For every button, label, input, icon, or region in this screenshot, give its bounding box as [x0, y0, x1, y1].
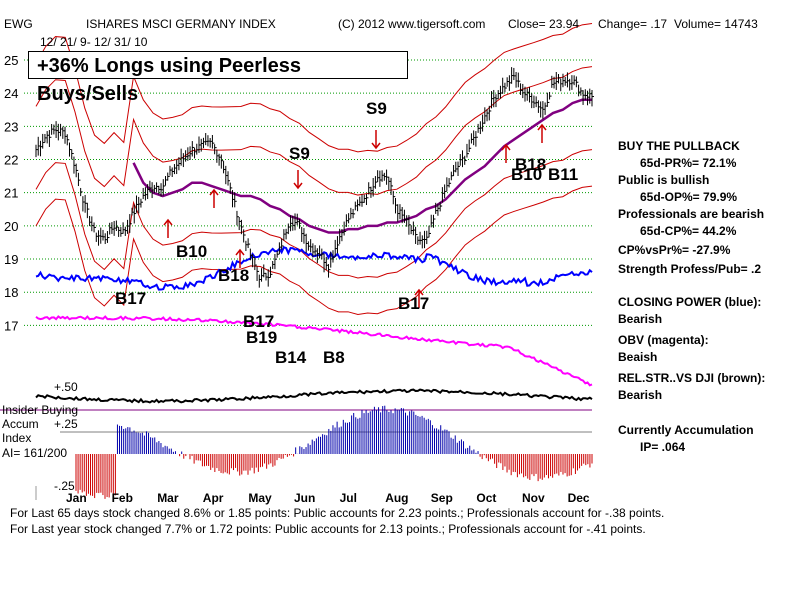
- panel-line: IP= .064: [640, 440, 686, 454]
- x-tick-label: Nov: [522, 491, 545, 505]
- x-tick-label: Jan: [66, 491, 87, 505]
- panel-line: REL.STR..VS DJI (brown):: [618, 371, 766, 385]
- insider-buying-label: Insider Buying: [2, 403, 79, 417]
- panel-line: 65d-OP%= 79.9%: [640, 190, 738, 204]
- ticker-symbol: EWG: [4, 17, 33, 31]
- y-tick-label: 23: [4, 119, 18, 134]
- panel-line: Beaish: [618, 350, 658, 364]
- signal-label: B17: [398, 294, 430, 313]
- signal-label: B18: [515, 155, 547, 174]
- band-line: [35, 149, 593, 279]
- signal-label: B17: [115, 289, 147, 308]
- band-line: [35, 66, 593, 196]
- ai-value: AI= 161/200: [2, 446, 68, 460]
- closing-power: [35, 246, 593, 291]
- volume-value: Volume= 14743: [674, 17, 758, 31]
- signal-label: B19: [246, 328, 278, 347]
- arrow-head: [537, 123, 547, 131]
- panel-line: Professionals are bearish: [618, 207, 765, 221]
- arrow-head: [163, 218, 173, 226]
- x-tick-label: Oct: [476, 491, 496, 505]
- arrow-head: [235, 248, 245, 256]
- obv-line: [35, 315, 593, 387]
- copyright: (C) 2012 www.tigersoft.com: [338, 17, 486, 31]
- accumulation-panel: [0, 388, 593, 499]
- panel-line: Bearish: [618, 312, 663, 326]
- signal-label: B17: [243, 312, 275, 331]
- index-label: Index: [2, 431, 32, 445]
- performance-banner: +36% Longs using Peerless Buys/Sells: [28, 51, 408, 105]
- y-tick-label: 18: [4, 285, 18, 300]
- signal-label: S9: [366, 99, 387, 118]
- panel-line: 65d-CP%= 44.2%: [640, 224, 737, 238]
- analysis-panel: BUY THE PULLBACK 65d-PR%= 72.1% Public i…: [618, 138, 765, 456]
- panel-line: CP%vsPr%= -27.9%: [618, 243, 731, 257]
- signal-label: S9: [289, 144, 310, 163]
- x-tick-label: Sep: [431, 491, 453, 505]
- ma-line: [132, 98, 592, 234]
- y-tick-label: 19: [4, 252, 18, 267]
- accum-label: Accum: [2, 417, 39, 431]
- date-range: 12/ 21/ 9- 12/ 31/ 10: [40, 35, 148, 49]
- signal-label: B10: [176, 242, 208, 261]
- accum-tick-plus25: +.25: [54, 417, 78, 431]
- y-tick-label: 21: [4, 186, 18, 201]
- x-tick-label: Apr: [203, 491, 224, 505]
- moving-average-line: [132, 98, 592, 234]
- price-bars: [35, 67, 594, 288]
- signal-label: B11: [548, 165, 579, 184]
- accum-tick-plus50: +.50: [54, 380, 78, 394]
- obv: [35, 315, 593, 387]
- y-axis: 17 18 19 20 21 22 23 24 25: [4, 53, 18, 333]
- trading-bands: [35, 23, 593, 316]
- y-tick-label: 20: [4, 219, 18, 234]
- rel-strength: [35, 388, 593, 404]
- band-line: [35, 185, 593, 316]
- arrow-head: [209, 188, 219, 196]
- x-tick-label: Jul: [340, 491, 357, 505]
- panel-line: CLOSING POWER (blue):: [618, 295, 762, 309]
- signal-arrows: [163, 123, 547, 308]
- signal-label: B18: [218, 266, 250, 285]
- panel-line: 65d-PR%= 72.1%: [640, 156, 737, 170]
- panel-line: BUY THE PULLBACK: [618, 139, 740, 153]
- y-tick-label: 17: [4, 318, 18, 333]
- panel-line: Strength Profess/Pub= .2: [618, 262, 762, 276]
- signal-label: B10: [511, 165, 543, 184]
- arrow-head: [371, 142, 381, 150]
- x-tick-label: May: [248, 491, 272, 505]
- fund-name: ISHARES MSCI GERMANY INDEX: [86, 17, 276, 31]
- x-tick-label: Dec: [568, 491, 590, 505]
- x-tick-label: Feb: [112, 491, 133, 505]
- x-axis: Jan Feb Mar Apr May Jun Jul Aug Sep Oct Nov Dec: [35, 486, 590, 505]
- x-tick-label: Jun: [294, 491, 315, 505]
- panel-line: Public is bullish: [618, 173, 710, 187]
- change-value: Change= .17: [598, 17, 668, 31]
- close-value: Close= 23.94: [508, 17, 580, 31]
- accum-tick-minus25: -.25: [54, 479, 75, 493]
- y-tick-label: 22: [4, 153, 18, 168]
- closing-power-line: [35, 246, 593, 291]
- signal-label: B14: [275, 348, 307, 367]
- panel-line: OBV (magenta):: [618, 333, 709, 347]
- footer-65day: For Last 65 days stock changed 8.6% or 1…: [10, 506, 665, 520]
- signal-label: B8: [323, 348, 345, 367]
- panel-line: Bearish: [618, 388, 663, 402]
- footer-year: For Last year stock changed 7.7% or 1.72…: [10, 522, 646, 536]
- y-tick-label: 25: [4, 53, 18, 68]
- x-tick-label: Aug: [385, 491, 408, 505]
- panel-line: Currently Accumulation: [618, 423, 754, 437]
- x-tick-label: Mar: [157, 491, 179, 505]
- band-line: [35, 23, 593, 153]
- arrow-head: [501, 143, 511, 151]
- arrow-head: [414, 288, 424, 296]
- y-tick-label: 24: [4, 86, 18, 101]
- arrow-head: [293, 182, 303, 190]
